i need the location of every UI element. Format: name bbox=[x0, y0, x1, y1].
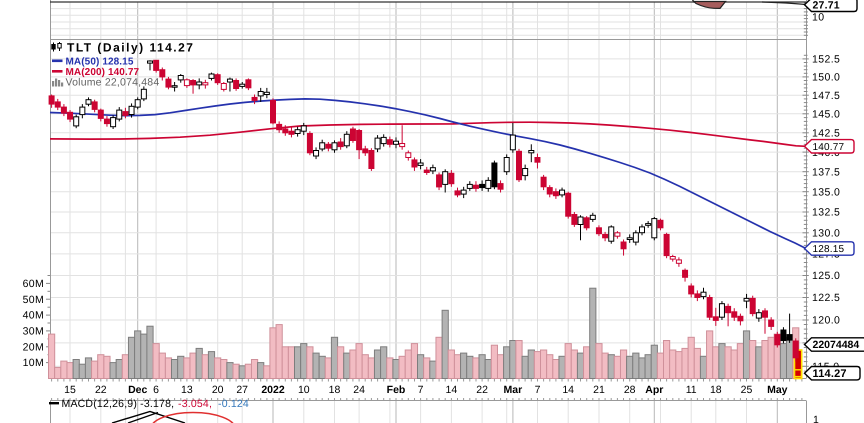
svg-text:20: 20 bbox=[212, 384, 224, 396]
svg-text:TLT (Daily) 114.27: TLT (Daily) 114.27 bbox=[67, 41, 194, 55]
svg-text:-3.054,: -3.054, bbox=[178, 398, 212, 410]
svg-text:22: 22 bbox=[95, 384, 107, 396]
svg-text:30M: 30M bbox=[23, 325, 44, 337]
svg-text:22074484: 22074484 bbox=[813, 339, 860, 351]
svg-text:1: 1 bbox=[813, 414, 819, 423]
svg-text:10: 10 bbox=[812, 12, 824, 24]
svg-text:40M: 40M bbox=[23, 310, 44, 322]
svg-text:2022: 2022 bbox=[261, 384, 285, 396]
svg-text:142.5: 142.5 bbox=[812, 128, 840, 140]
svg-text:10: 10 bbox=[298, 384, 310, 396]
svg-text:7: 7 bbox=[535, 384, 541, 396]
svg-text:135.0: 135.0 bbox=[812, 186, 840, 198]
svg-text:7: 7 bbox=[418, 384, 424, 396]
svg-text:132.5: 132.5 bbox=[812, 207, 840, 219]
svg-text:MACD(12,26,9) -3.178,: MACD(12,26,9) -3.178, bbox=[62, 398, 175, 410]
svg-text:18: 18 bbox=[710, 384, 722, 396]
svg-text:145.0: 145.0 bbox=[812, 109, 840, 121]
svg-text:22: 22 bbox=[476, 384, 488, 396]
svg-text:Mar: Mar bbox=[504, 384, 523, 396]
svg-text:114.27: 114.27 bbox=[813, 368, 847, 380]
svg-text:21: 21 bbox=[593, 384, 605, 396]
svg-text:24: 24 bbox=[353, 384, 365, 396]
svg-text:May: May bbox=[767, 384, 788, 396]
svg-text:50M: 50M bbox=[23, 294, 44, 306]
svg-text:27.71: 27.71 bbox=[813, 0, 840, 11]
svg-text:125.0: 125.0 bbox=[812, 270, 840, 282]
svg-text:MA(200) 140.77: MA(200) 140.77 bbox=[66, 67, 140, 78]
svg-text:28: 28 bbox=[624, 384, 636, 396]
svg-text:15: 15 bbox=[64, 384, 76, 396]
svg-text:14: 14 bbox=[562, 384, 574, 396]
svg-text:25: 25 bbox=[741, 384, 753, 396]
svg-text:130.0: 130.0 bbox=[812, 228, 840, 240]
svg-text:137.5: 137.5 bbox=[812, 166, 840, 178]
svg-text:Feb: Feb bbox=[387, 384, 406, 396]
svg-text:150.0: 150.0 bbox=[812, 72, 840, 84]
svg-text:-0.124: -0.124 bbox=[218, 398, 249, 410]
svg-text:Volume 22,074,484: Volume 22,074,484 bbox=[66, 77, 160, 89]
svg-text:10M: 10M bbox=[23, 357, 44, 369]
svg-text:Dec: Dec bbox=[128, 384, 147, 396]
svg-text:6: 6 bbox=[153, 384, 159, 396]
svg-text:152.5: 152.5 bbox=[812, 54, 840, 66]
svg-text:Apr: Apr bbox=[645, 384, 663, 396]
svg-text:18: 18 bbox=[329, 384, 341, 396]
svg-text:11: 11 bbox=[686, 384, 697, 396]
svg-text:13: 13 bbox=[181, 384, 193, 396]
svg-text:122.5: 122.5 bbox=[812, 292, 840, 304]
svg-text:128.15: 128.15 bbox=[813, 244, 845, 255]
svg-text:120.0: 120.0 bbox=[812, 315, 840, 327]
svg-text:MA(50) 128.15: MA(50) 128.15 bbox=[66, 57, 134, 68]
svg-text:14: 14 bbox=[446, 384, 458, 396]
svg-text:60M: 60M bbox=[23, 278, 44, 290]
svg-text:147.5: 147.5 bbox=[812, 90, 840, 102]
svg-text:140.77: 140.77 bbox=[813, 142, 845, 153]
svg-text:20M: 20M bbox=[23, 341, 44, 353]
svg-text:27: 27 bbox=[236, 384, 248, 396]
